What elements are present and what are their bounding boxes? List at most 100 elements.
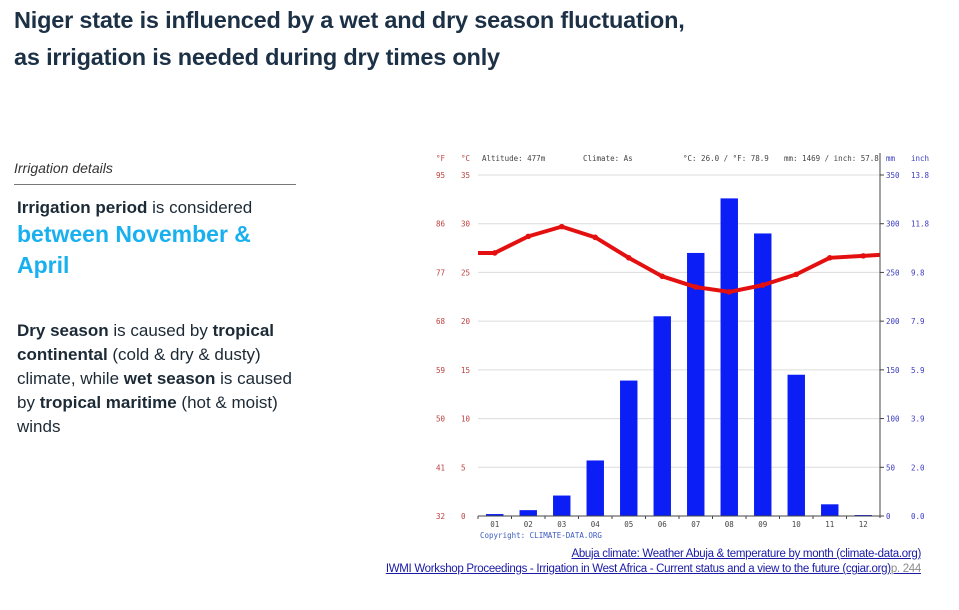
mm-tick-label: 100 [886, 415, 900, 424]
section-label: Irrigation details [14, 160, 296, 185]
month-tick-label: 09 [758, 520, 767, 529]
celsius-tick-label: 10 [461, 415, 471, 424]
fahrenheit-tick-label: 68 [436, 317, 446, 326]
celsius-tick-label: 0 [461, 512, 466, 521]
month-tick-label: 07 [691, 520, 700, 529]
month-tick-label: 04 [591, 520, 601, 529]
inch-tick-label: 13.8 [911, 171, 930, 180]
inch-unit-label: inch [911, 154, 929, 163]
irrigation-period-rest: is considered [147, 198, 253, 217]
precipitation-bar [687, 252, 705, 516]
season-text: is caused by [17, 369, 292, 412]
celsius-tick-label: 30 [461, 220, 471, 229]
month-tick-label: 06 [658, 520, 668, 529]
copyright-label: Copyright: CLIMATE-DATA.ORG [480, 531, 602, 540]
climate-label: Climate: As [583, 154, 633, 163]
temperature-point [659, 273, 666, 280]
mm-tick-label: 250 [886, 268, 900, 277]
temperature-line [478, 223, 881, 295]
celsius-tick-label: 5 [461, 463, 466, 472]
precipitation-bar [553, 495, 571, 516]
precipitation-bar [519, 510, 537, 516]
axis-labels: 0 32 5 41 10 50 15 59 20 68 25 77 30 86 35 95 0 0.0 50 2.0 1… [436, 171, 930, 529]
month-tick-label: 03 [557, 520, 566, 529]
fahrenheit-tick-label: 32 [436, 512, 445, 521]
inch-tick-label: 5.9 [911, 366, 925, 375]
axes [477, 153, 884, 519]
avg-temp-label: °C: 26.0 / °F: 78.9 [683, 154, 769, 163]
temperature-point [759, 282, 766, 288]
month-tick-label: 01 [490, 520, 499, 529]
source-link-iwmi[interactable]: IWMI Workshop Proceedings - Irrigation i… [386, 563, 921, 575]
season-text: (hot & moist) winds [17, 393, 278, 436]
inch-tick-label: 0.0 [911, 512, 925, 521]
precipitation-bar [620, 380, 638, 516]
month-tick-label: 05 [624, 520, 633, 529]
precipitation-bar [720, 198, 738, 516]
slide-title-line2: as irrigation is needed during dry times… [14, 44, 500, 70]
precipitation-bars [486, 198, 872, 517]
altitude-label: Altitude: 477m [482, 154, 546, 163]
month-tick-label: 02 [524, 520, 533, 529]
precip-total-label: mm: 1469 / inch: 57.8 [784, 154, 879, 163]
irrigation-period-bold: Irrigation period [17, 198, 148, 217]
season-text: (cold & dry & dusty) climate, while [17, 345, 261, 388]
precipitation-bar [787, 374, 805, 516]
precipitation-bar [754, 233, 772, 516]
c-unit-label: °C [461, 154, 470, 163]
precipitation-bar [486, 514, 504, 516]
temperature-point [625, 255, 632, 261]
month-tick-label: 10 [792, 520, 802, 529]
season-text-bold: tropical maritime [39, 393, 177, 412]
slide-title: Niger state is influenced by a wet and d… [14, 2, 914, 76]
source-link-climate-data[interactable]: Abuja climate: Weather Abuja & temperatu… [571, 548, 921, 560]
irrigation-details-panel: Irrigation details Irrigation period is … [14, 160, 296, 439]
irrigation-period-highlight: between November & April [17, 221, 251, 278]
mm-tick-label: 0 [886, 512, 891, 521]
celsius-tick-label: 15 [461, 366, 470, 375]
month-tick-label: 11 [825, 520, 834, 529]
mm-tick-label: 50 [886, 463, 896, 472]
inch-tick-label: 7.9 [911, 317, 925, 326]
month-tick-label: 08 [725, 520, 735, 529]
mm-tick-label: 350 [886, 171, 900, 180]
fahrenheit-tick-label: 41 [436, 463, 445, 472]
grid-lines [478, 174, 880, 468]
irrigation-period-text: Irrigation period is considered between … [14, 197, 296, 281]
season-explanation: Dry season is caused by tropical contine… [14, 319, 296, 439]
temperature-point [558, 223, 565, 230]
precipitation-bar [586, 460, 604, 516]
temperature-point [491, 250, 498, 256]
mm-tick-label: 200 [886, 317, 900, 326]
fahrenheit-tick-label: 86 [436, 220, 446, 229]
inch-tick-label: 2.0 [911, 463, 925, 472]
season-text-bold: Dry season [17, 321, 109, 340]
mm-tick-label: 150 [886, 366, 900, 375]
source-link-iwmi-text[interactable]: IWMI Workshop Proceedings - Irrigation i… [385, 563, 891, 575]
season-text-bold: wet season [123, 369, 216, 388]
mm-tick-label: 300 [886, 220, 900, 229]
temperature-point [860, 253, 867, 259]
mm-unit-label: mm [886, 154, 896, 163]
celsius-tick-label: 25 [461, 268, 470, 277]
inch-tick-label: 9.8 [911, 268, 925, 277]
fahrenheit-tick-label: 59 [436, 366, 445, 375]
temperature-series-line [478, 224, 881, 294]
temperature-point [793, 271, 800, 278]
season-text-bold: tropical continental [17, 321, 275, 364]
precipitation-bar [821, 504, 839, 516]
temperature-point [692, 284, 699, 290]
temperature-point [826, 255, 833, 261]
source-link-climate-data-text[interactable]: Abuja climate: Weather Abuja & temperatu… [571, 548, 921, 560]
page-reference: p. 244 [890, 563, 921, 575]
temperature-point [525, 233, 532, 240]
climate-chart-svg: 0 32 5 41 10 50 15 59 20 68 25 77 30 86 35 95 0 0.0 50 2.0 1… [436, 153, 930, 540]
season-text: is caused by [108, 321, 213, 340]
celsius-tick-label: 20 [461, 317, 471, 326]
slide-title-line1: Niger state is influenced by a wet and d… [14, 7, 685, 33]
fahrenheit-tick-label: 77 [436, 268, 445, 277]
precipitation-bar [653, 316, 671, 516]
temperature-point [726, 289, 733, 295]
month-tick-label: 12 [859, 520, 868, 529]
inch-tick-label: 3.9 [911, 415, 925, 424]
